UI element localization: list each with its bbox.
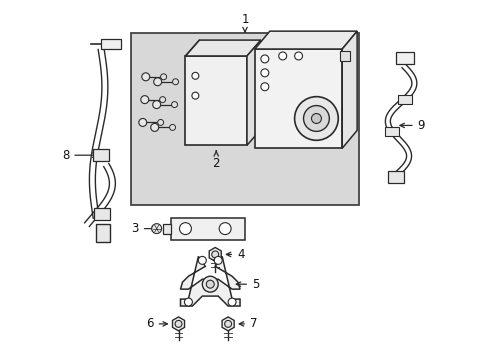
Circle shape <box>150 123 158 131</box>
Bar <box>387 171 403 183</box>
Bar <box>397 95 411 104</box>
Circle shape <box>175 320 182 327</box>
Text: 4: 4 <box>226 248 244 261</box>
Circle shape <box>311 113 321 123</box>
Circle shape <box>184 298 192 306</box>
Circle shape <box>214 256 222 264</box>
Polygon shape <box>163 224 170 234</box>
Circle shape <box>219 223 231 235</box>
Circle shape <box>153 78 162 86</box>
Text: 8: 8 <box>62 149 97 162</box>
Bar <box>96 224 110 242</box>
Circle shape <box>294 96 338 140</box>
Circle shape <box>191 72 199 79</box>
Circle shape <box>179 223 191 235</box>
Polygon shape <box>180 256 240 306</box>
Bar <box>94 208 110 220</box>
Circle shape <box>206 280 214 288</box>
Circle shape <box>169 125 175 130</box>
Bar <box>384 127 398 136</box>
Bar <box>185 56 246 145</box>
Circle shape <box>228 298 236 306</box>
Circle shape <box>260 69 268 77</box>
Circle shape <box>157 120 163 125</box>
Circle shape <box>260 55 268 63</box>
Circle shape <box>224 320 231 327</box>
Circle shape <box>161 74 166 80</box>
Circle shape <box>303 105 328 131</box>
Bar <box>101 39 121 49</box>
Bar <box>170 218 244 239</box>
Circle shape <box>198 256 206 264</box>
Circle shape <box>139 118 146 126</box>
Circle shape <box>160 96 165 103</box>
Circle shape <box>191 92 199 99</box>
Text: 9: 9 <box>399 119 424 132</box>
Circle shape <box>141 96 148 104</box>
Text: 2: 2 <box>212 151 220 170</box>
Text: 7: 7 <box>239 318 257 330</box>
Polygon shape <box>254 31 356 49</box>
Circle shape <box>202 276 218 292</box>
Circle shape <box>142 73 149 81</box>
Bar <box>340 51 349 61</box>
Bar <box>395 52 413 64</box>
Polygon shape <box>222 317 234 331</box>
Polygon shape <box>209 247 221 261</box>
Circle shape <box>152 100 161 109</box>
Circle shape <box>294 52 302 60</box>
Text: 5: 5 <box>236 278 259 291</box>
Circle shape <box>171 102 177 108</box>
Text: 3: 3 <box>131 222 156 235</box>
Text: 6: 6 <box>146 318 167 330</box>
Circle shape <box>151 224 162 234</box>
Bar <box>131 33 358 205</box>
Circle shape <box>260 83 268 91</box>
Polygon shape <box>246 40 260 145</box>
Polygon shape <box>185 40 260 56</box>
Polygon shape <box>172 317 184 331</box>
Circle shape <box>172 79 178 85</box>
Text: 1: 1 <box>241 13 248 32</box>
Circle shape <box>278 52 286 60</box>
Circle shape <box>211 251 218 258</box>
Bar <box>93 149 109 161</box>
Bar <box>254 49 342 148</box>
Polygon shape <box>342 31 356 148</box>
